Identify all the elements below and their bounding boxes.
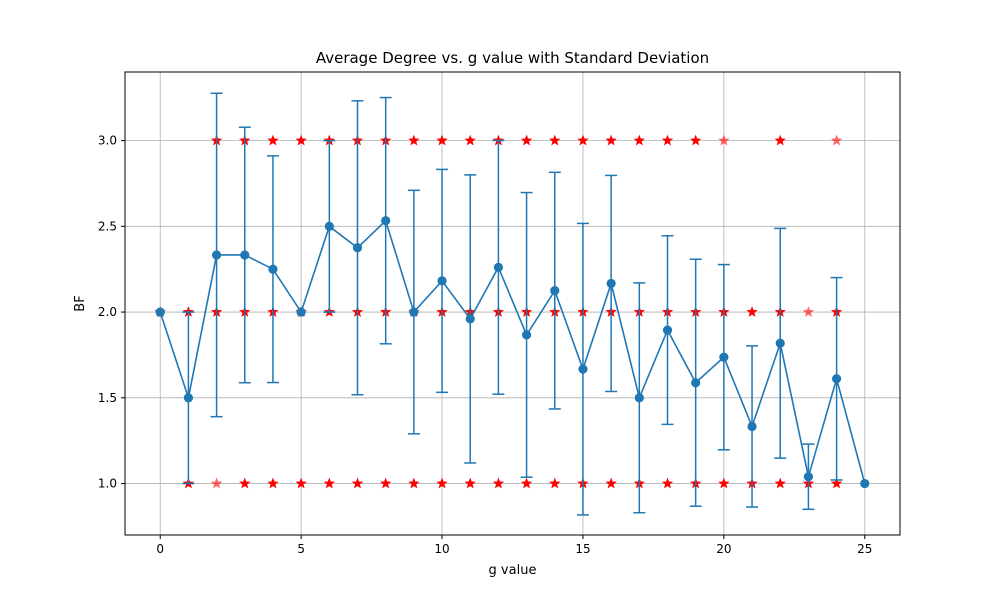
scatter-star bbox=[267, 477, 279, 489]
scatter-star bbox=[295, 134, 307, 146]
x-tick-label: 25 bbox=[857, 542, 872, 556]
mean-point bbox=[550, 286, 560, 296]
scatter-star bbox=[661, 477, 674, 489]
scatter-star bbox=[464, 134, 476, 146]
mean-point bbox=[183, 393, 194, 403]
mean-point bbox=[240, 250, 250, 260]
x-tick-label: 15 bbox=[575, 542, 590, 556]
scatter-star bbox=[464, 477, 476, 489]
mean-point bbox=[437, 276, 447, 286]
scatter-star bbox=[689, 134, 702, 146]
scatter-star bbox=[746, 306, 758, 317]
chart-title: Average Degree vs. g value with Standard… bbox=[316, 49, 709, 67]
x-tick-label: 0 bbox=[156, 542, 164, 556]
mean-point bbox=[521, 330, 532, 340]
scatter-star bbox=[351, 477, 364, 489]
y-axis-label: BF bbox=[73, 295, 88, 311]
mean-point bbox=[155, 307, 165, 317]
x-tick-label: 10 bbox=[434, 542, 449, 556]
x-axis-label: g value bbox=[489, 563, 537, 578]
scatter-star bbox=[520, 134, 533, 146]
scatter-star bbox=[267, 134, 279, 146]
scatter-star bbox=[210, 477, 223, 489]
tick-layer: 0 5 10 15 20 25 1.0 1.5 2.0 2.5 3.0 bbox=[98, 134, 873, 556]
x-tick-label: 20 bbox=[716, 542, 731, 556]
scatter-star bbox=[605, 477, 617, 489]
scatter-star bbox=[408, 477, 420, 489]
mean-point bbox=[465, 314, 475, 324]
series-layer bbox=[155, 92, 870, 516]
scatter-star bbox=[549, 134, 561, 146]
mean-point bbox=[719, 352, 729, 362]
scatter-star bbox=[436, 477, 448, 489]
mean-point bbox=[606, 278, 616, 289]
scatter-star bbox=[774, 134, 786, 146]
scatter-star bbox=[633, 134, 646, 146]
scatter-star bbox=[436, 134, 448, 146]
scatter-star bbox=[379, 477, 392, 489]
mean-point bbox=[662, 325, 673, 335]
scatter-star bbox=[661, 134, 674, 146]
mean-point bbox=[775, 338, 785, 348]
mean-point bbox=[381, 216, 391, 226]
mean-point bbox=[860, 478, 870, 489]
mean-point bbox=[831, 374, 842, 384]
mean-point bbox=[747, 421, 757, 432]
scatter-star bbox=[520, 477, 533, 489]
mean-point bbox=[268, 264, 278, 274]
scatter-star bbox=[492, 477, 505, 489]
mean-point bbox=[578, 364, 588, 374]
mean-series-line bbox=[159, 219, 866, 484]
mean-point bbox=[493, 262, 504, 272]
scatter-star bbox=[577, 134, 589, 146]
y-tick-label: 2.5 bbox=[98, 219, 117, 233]
scatter-star bbox=[549, 477, 561, 489]
mean-point bbox=[409, 307, 419, 317]
scatter-star bbox=[802, 306, 815, 317]
y-tick-label: 2.0 bbox=[98, 305, 117, 319]
y-tick-label: 3.0 bbox=[98, 134, 117, 148]
y-tick-label: 1.5 bbox=[98, 391, 117, 405]
scatter-star bbox=[774, 477, 786, 489]
mean-point bbox=[352, 243, 363, 253]
plot-frame bbox=[124, 71, 901, 536]
scatter-star bbox=[239, 477, 251, 489]
scatter-star bbox=[718, 134, 730, 146]
scatter-star bbox=[605, 134, 617, 146]
x-tick-label: 5 bbox=[297, 542, 305, 556]
mean-point bbox=[634, 393, 644, 403]
scatter-star bbox=[718, 477, 730, 489]
scatter-star bbox=[295, 477, 307, 489]
scatter-star bbox=[830, 477, 843, 489]
mean-point bbox=[211, 250, 222, 260]
mean-point bbox=[296, 307, 306, 317]
y-tick-label: 1.0 bbox=[98, 477, 117, 491]
scatter-star bbox=[408, 134, 420, 146]
mean-point bbox=[691, 378, 701, 388]
mean-point bbox=[324, 221, 334, 231]
mean-point bbox=[803, 472, 814, 482]
scatter-star bbox=[830, 134, 843, 146]
scatter-star bbox=[323, 477, 336, 489]
